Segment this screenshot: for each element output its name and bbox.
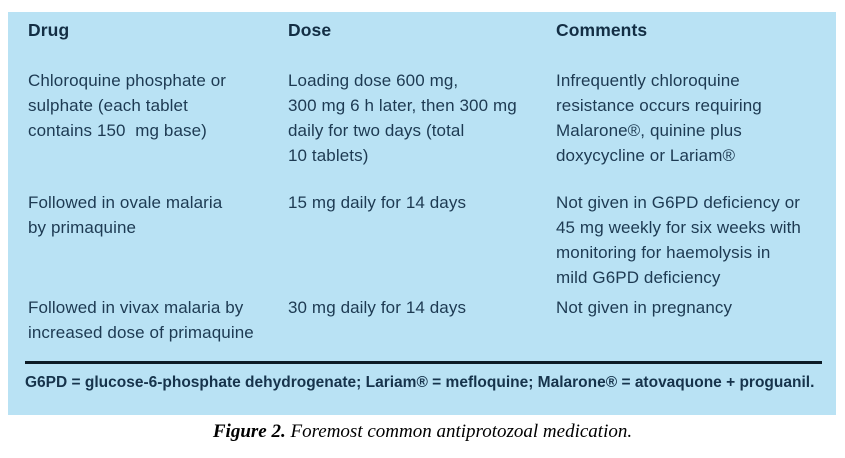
medication-table: Drug Dose Comments Chloroquine phosphate… bbox=[8, 12, 836, 345]
figure-caption-text: Foremost common antiprotozoal medication… bbox=[290, 421, 633, 442]
table-row-3-drug: Followed in vivax malaria by increased d… bbox=[28, 298, 254, 342]
column-header-dose: Dose bbox=[288, 20, 332, 40]
table-row-2-comments: Not given in G6PD deficiency or 45 mg we… bbox=[556, 193, 801, 287]
table-row-1-dose: Loading dose 600 mg, 300 mg 6 h later, t… bbox=[288, 71, 517, 165]
table-row-2-dose: 15 mg daily for 14 days bbox=[288, 193, 467, 212]
table-row-3-dose: 30 mg daily for 14 days bbox=[288, 298, 467, 317]
table-row-1-drug: Chloroquine phosphate or sulphate (each … bbox=[28, 71, 227, 140]
column-header-drug: Drug bbox=[28, 20, 70, 40]
table-row-3-comments: Not given in pregnancy bbox=[556, 298, 733, 317]
table-row-1-comments: Infrequently chloroquine resistance occu… bbox=[556, 71, 762, 165]
figure-2: Drug Dose Comments Chloroquine phosphate… bbox=[0, 12, 845, 443]
figure-caption-label: Figure 2. bbox=[212, 421, 286, 442]
table-footnote: G6PD = glucose-6-phosphate dehydrogenate… bbox=[25, 374, 815, 391]
figure-caption: Figure 2. Foremost common antiprotozoal … bbox=[0, 421, 845, 443]
footnote-divider bbox=[25, 361, 822, 364]
medication-table-panel: Drug Dose Comments Chloroquine phosphate… bbox=[8, 12, 836, 415]
column-header-comments: Comments bbox=[556, 20, 648, 40]
table-row-2-drug: Followed in ovale malaria by primaquine bbox=[28, 193, 223, 237]
